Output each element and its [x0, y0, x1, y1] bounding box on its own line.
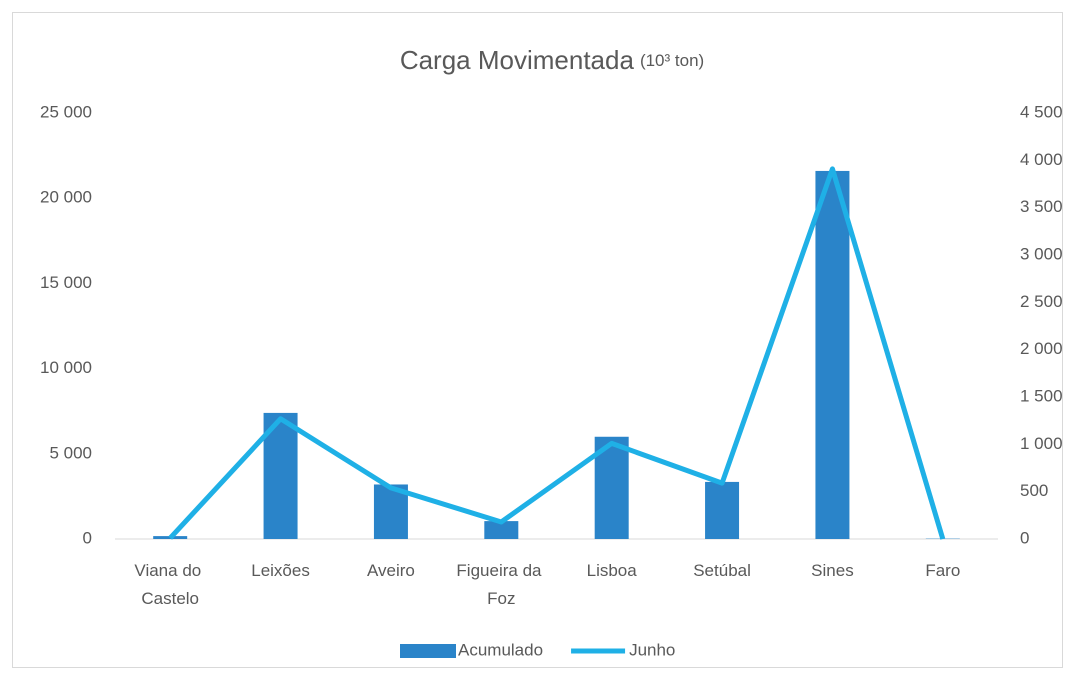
legend-label: Acumulado: [458, 640, 543, 659]
y2-tick-label: 2 000: [1020, 339, 1063, 358]
y2-tick-label: 2 500: [1020, 292, 1063, 311]
line: [168, 166, 946, 540]
y2-tick-label: 1 500: [1020, 386, 1063, 405]
x-tick-label: Aveiro: [367, 561, 415, 580]
y2-tick-label: 0: [1020, 528, 1029, 547]
bar: [815, 170, 850, 539]
bar: [484, 521, 519, 539]
chart-border: [12, 12, 1063, 668]
y2-tick-label: 4 000: [1020, 150, 1063, 169]
x-tick-label: Faro: [925, 561, 960, 580]
x-tick-label: Viana do Castelo: [134, 561, 206, 608]
chart-title-group: Carga Movimentada (10³ ton): [400, 45, 704, 75]
bar: [705, 481, 740, 539]
y-tick-label: 25 000: [40, 102, 92, 121]
x-tick-label: Lisboa: [587, 561, 638, 580]
x-tick-label: Setúbal: [693, 561, 751, 580]
y2-tick-label: 3 000: [1020, 244, 1063, 263]
legend-swatch: [400, 644, 456, 658]
chart-subtitle: (10³ ton): [640, 51, 704, 70]
y2-tick-label: 3 500: [1020, 197, 1063, 216]
y-tick-label: 5 000: [49, 443, 92, 462]
y2-tick-label: 1 000: [1020, 434, 1063, 453]
y2-tick-label: 500: [1020, 481, 1048, 500]
x-tick-label: Figueira da Foz: [456, 561, 546, 608]
y-tick-label: 15 000: [40, 273, 92, 292]
y2-tick-label: 4 500: [1020, 102, 1063, 121]
x-tick-label: Sines: [811, 561, 854, 580]
x-tick-label: Leixões: [251, 561, 310, 580]
chart-title: Carga Movimentada: [400, 45, 635, 75]
legend-label: Junho: [629, 640, 675, 659]
y-tick-label: 10 000: [40, 358, 92, 377]
y-tick-label: 0: [83, 528, 92, 547]
y-tick-label: 20 000: [40, 188, 92, 207]
